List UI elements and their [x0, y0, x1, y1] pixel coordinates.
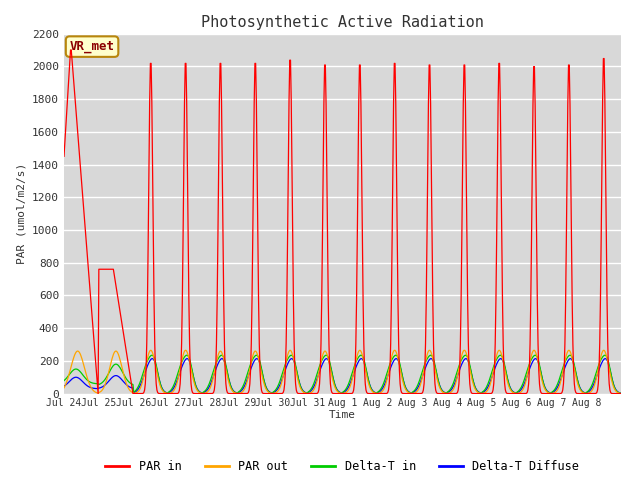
- X-axis label: Time: Time: [329, 410, 356, 420]
- Title: Photosynthetic Active Radiation: Photosynthetic Active Radiation: [201, 15, 484, 30]
- Text: VR_met: VR_met: [70, 40, 115, 53]
- Y-axis label: PAR (umol/m2/s): PAR (umol/m2/s): [17, 163, 27, 264]
- Legend: PAR in, PAR out, Delta-T in, Delta-T Diffuse: PAR in, PAR out, Delta-T in, Delta-T Dif…: [100, 455, 584, 478]
